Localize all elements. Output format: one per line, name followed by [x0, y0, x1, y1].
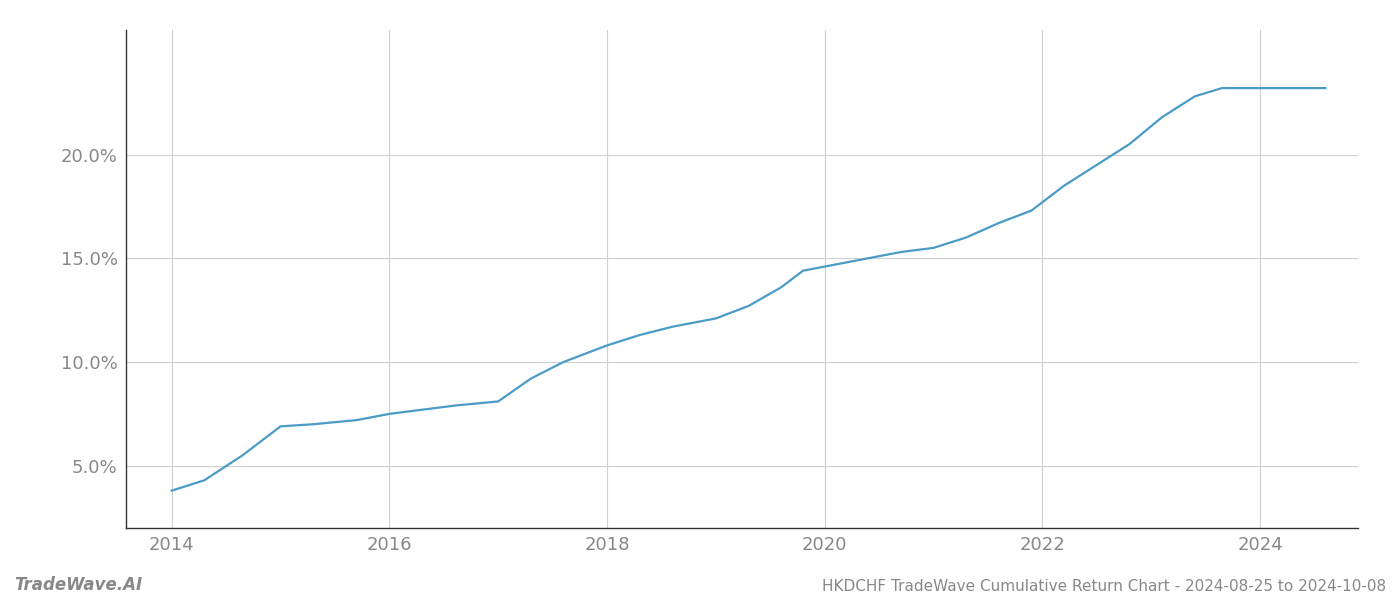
Text: TradeWave.AI: TradeWave.AI: [14, 576, 143, 594]
Text: HKDCHF TradeWave Cumulative Return Chart - 2024-08-25 to 2024-10-08: HKDCHF TradeWave Cumulative Return Chart…: [822, 579, 1386, 594]
